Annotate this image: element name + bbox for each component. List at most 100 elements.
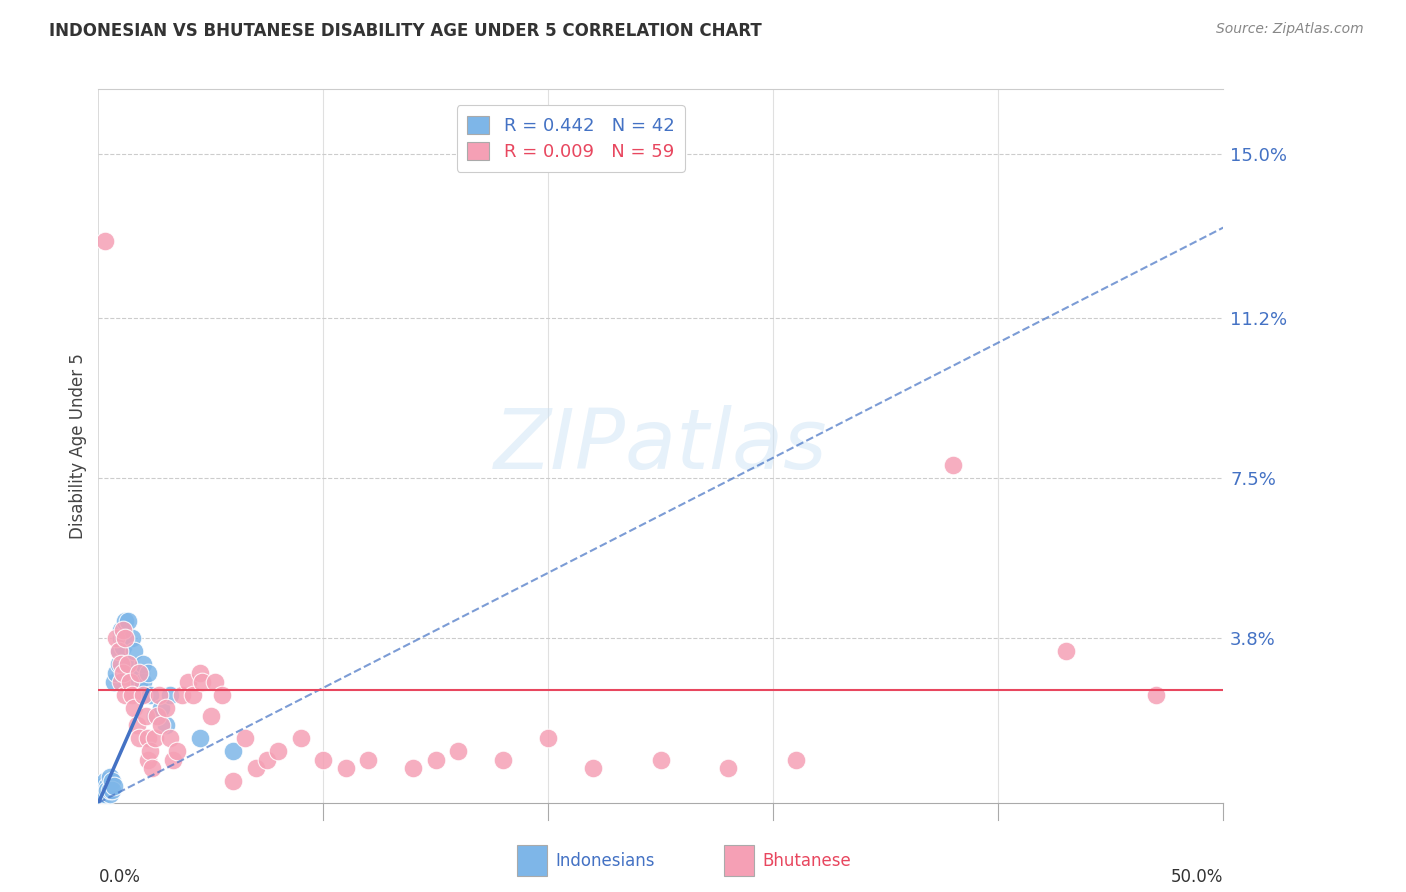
Point xyxy=(98,782,121,797)
Point xyxy=(91,791,114,805)
Point xyxy=(233,731,256,745)
Point xyxy=(166,744,188,758)
Point xyxy=(114,688,136,702)
Point xyxy=(121,632,143,646)
Point xyxy=(121,688,143,702)
Point xyxy=(1054,644,1077,658)
Point xyxy=(94,774,117,789)
Point xyxy=(96,779,118,793)
Point xyxy=(150,718,173,732)
Point xyxy=(136,666,159,681)
Point xyxy=(94,782,117,797)
Point xyxy=(942,458,965,473)
Point xyxy=(204,674,226,689)
Point xyxy=(103,779,125,793)
Point xyxy=(181,688,204,702)
Point xyxy=(143,731,166,745)
Point xyxy=(188,731,211,745)
Point xyxy=(170,688,193,702)
Text: ZIPatlas: ZIPatlas xyxy=(494,406,828,486)
Point xyxy=(96,782,118,797)
Point xyxy=(112,640,135,654)
Point xyxy=(256,753,278,767)
FancyBboxPatch shape xyxy=(724,846,754,876)
Point xyxy=(447,744,470,758)
Point xyxy=(128,731,150,745)
Point xyxy=(1144,688,1167,702)
Point xyxy=(101,774,124,789)
Point xyxy=(118,674,141,689)
Point xyxy=(110,632,132,646)
Point xyxy=(162,753,184,767)
Point xyxy=(136,731,159,745)
Point xyxy=(245,761,267,775)
Legend: R = 0.442   N = 42, R = 0.009   N = 59: R = 0.442 N = 42, R = 0.009 N = 59 xyxy=(457,105,685,172)
Point xyxy=(222,744,245,758)
Point xyxy=(717,761,740,775)
Point xyxy=(125,718,148,732)
Point xyxy=(132,674,155,689)
Point xyxy=(110,674,132,689)
Point xyxy=(103,674,125,689)
Point xyxy=(124,700,146,714)
Point xyxy=(105,666,128,681)
Point xyxy=(112,632,135,646)
Point xyxy=(222,774,245,789)
Point xyxy=(98,770,121,784)
Point xyxy=(188,666,211,681)
Point xyxy=(107,644,129,658)
Point xyxy=(159,688,181,702)
Point xyxy=(90,787,112,801)
Text: Indonesians: Indonesians xyxy=(555,852,655,870)
Point xyxy=(132,688,155,702)
Point xyxy=(129,666,152,681)
Point xyxy=(90,782,112,797)
Point xyxy=(650,753,672,767)
Point xyxy=(785,753,807,767)
Text: INDONESIAN VS BHUTANESE DISABILITY AGE UNDER 5 CORRELATION CHART: INDONESIAN VS BHUTANESE DISABILITY AGE U… xyxy=(49,22,762,40)
Point xyxy=(94,234,117,248)
Point xyxy=(124,644,146,658)
Point xyxy=(112,623,135,637)
Point xyxy=(128,674,150,689)
Point xyxy=(155,700,177,714)
Point xyxy=(425,753,447,767)
Point xyxy=(267,744,290,758)
Point xyxy=(110,657,132,672)
Point xyxy=(117,657,139,672)
Point xyxy=(139,688,162,702)
Point xyxy=(135,709,157,723)
Point xyxy=(91,787,114,801)
Point xyxy=(107,657,129,672)
Point xyxy=(155,718,177,732)
Point xyxy=(148,688,170,702)
Point xyxy=(537,731,560,745)
Point xyxy=(150,700,173,714)
Point xyxy=(101,782,124,797)
Point xyxy=(107,644,129,658)
Point xyxy=(117,666,139,681)
Text: 50.0%: 50.0% xyxy=(1171,868,1223,886)
Point xyxy=(128,666,150,681)
Point xyxy=(146,709,169,723)
Point xyxy=(91,779,114,793)
Point xyxy=(177,674,200,689)
Point xyxy=(312,753,335,767)
Point xyxy=(402,761,425,775)
Point xyxy=(110,623,132,637)
Point xyxy=(139,744,162,758)
Text: Source: ZipAtlas.com: Source: ZipAtlas.com xyxy=(1216,22,1364,37)
Point xyxy=(159,731,181,745)
Point xyxy=(94,787,117,801)
Point xyxy=(105,632,128,646)
Point xyxy=(141,761,163,775)
Point xyxy=(132,657,155,672)
Point xyxy=(98,787,121,801)
Point xyxy=(114,614,136,628)
Point xyxy=(114,632,136,646)
Point xyxy=(112,666,135,681)
Point xyxy=(118,657,141,672)
Point xyxy=(290,731,312,745)
Point xyxy=(357,753,380,767)
Point xyxy=(143,709,166,723)
